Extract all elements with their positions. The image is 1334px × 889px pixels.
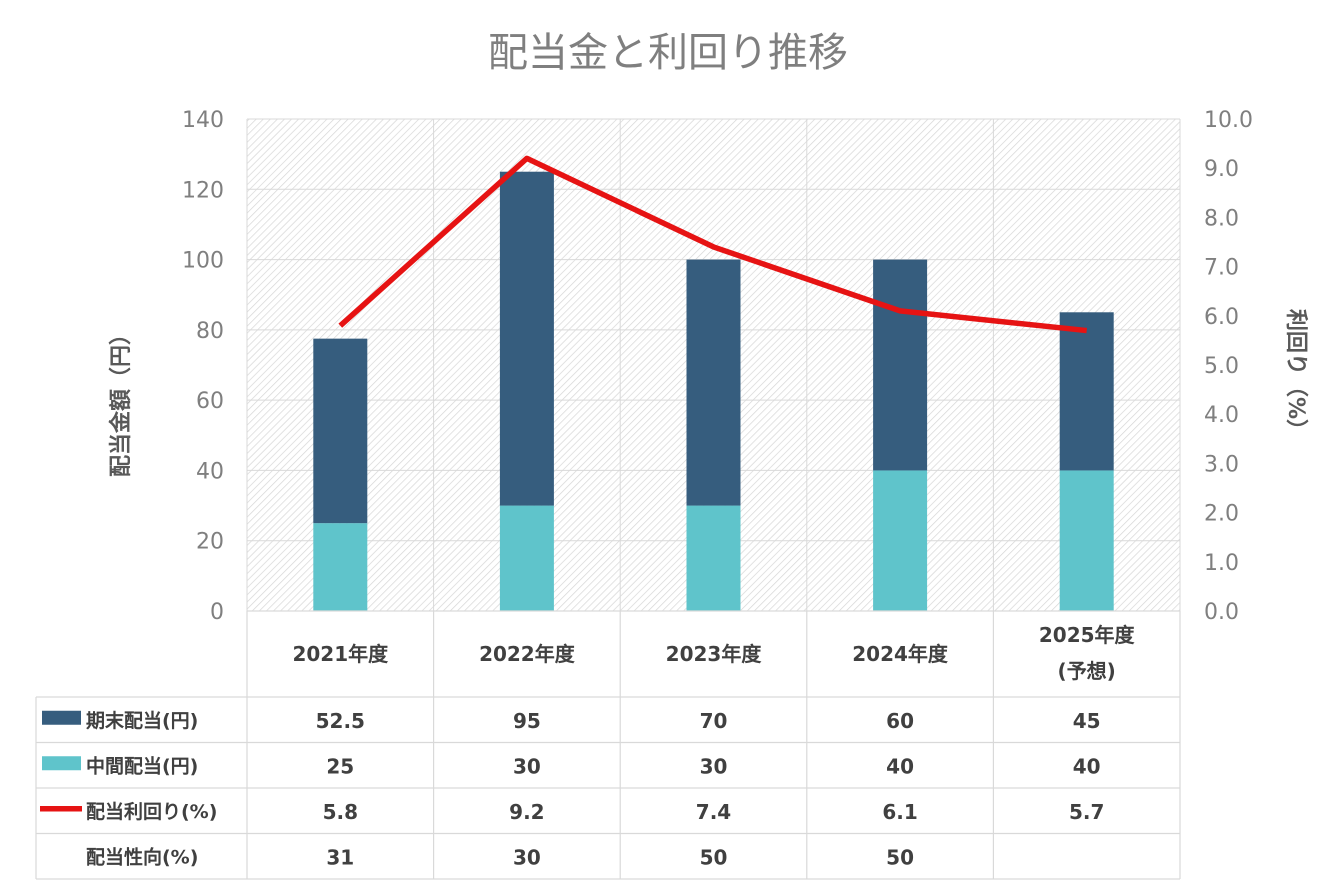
left-tick-label: 40: [196, 459, 224, 484]
right-tick-label: 2.0: [1204, 502, 1239, 527]
table-cell: 60: [886, 709, 914, 733]
right-tick-label: 10.0: [1204, 108, 1253, 133]
right-tick-label: 6.0: [1204, 305, 1239, 330]
right-tick-label: 4.0: [1204, 403, 1239, 428]
table-cell: 30: [700, 754, 728, 778]
table-cell: 30: [513, 845, 541, 869]
bar-segment: [873, 259, 928, 471]
table-cell: 30: [513, 754, 541, 778]
row-label: 中間配当(円): [86, 754, 198, 777]
right-tick-label: 7.0: [1204, 256, 1239, 281]
row-label: 期末配当(円): [86, 709, 198, 732]
right-axis-label: 利回り（%）: [1283, 309, 1308, 441]
data-table: 2021年度 2022年度 2023年度 2024年度 2025年度 (予想) 期末配当(円…: [35, 610, 1181, 880]
right-axis-ticks: 0.0 1.0 2.0 3.0 4.0 5.0 6.0 7.0 8.0 9.0 10.0: [1204, 108, 1253, 625]
table-cell: 95: [513, 709, 541, 733]
right-tick-label: 5.0: [1204, 354, 1239, 379]
category-label-sub: (予想): [1058, 659, 1116, 683]
left-tick-label: 120: [182, 178, 224, 203]
bar-segment: [1059, 470, 1114, 611]
left-axis-ticks: 0 20 40 60 80 100 120 140: [182, 108, 224, 625]
left-tick-label: 60: [196, 389, 224, 414]
legend-swatch: [42, 756, 81, 771]
left-tick-label: 80: [196, 319, 224, 344]
table-cell: 5.7: [1069, 800, 1104, 824]
left-tick-label: 140: [182, 108, 224, 133]
table-cell: 50: [700, 845, 728, 869]
table-cell: 7.4: [696, 800, 731, 824]
left-axis-label: 配当金額（円）: [108, 323, 134, 477]
table-cell: 31: [326, 845, 354, 869]
legend-swatch: [42, 710, 81, 725]
table-cell: 50: [886, 845, 914, 869]
right-tick-label: 8.0: [1204, 206, 1239, 231]
category-label: 2025年度: [1039, 623, 1136, 647]
bar-segment: [499, 171, 554, 506]
bar-segment: [873, 470, 928, 611]
right-tick-label: 9.0: [1204, 157, 1239, 182]
table-cell: 25: [326, 754, 354, 778]
right-tick-label: 0.0: [1204, 600, 1239, 625]
left-tick-label: 20: [196, 530, 224, 555]
table-cell: 52.5: [316, 709, 365, 733]
row-label: 配当性向(%): [86, 845, 198, 868]
yield-line-path: [338, 155, 1087, 334]
bars: [313, 171, 1114, 611]
chart-title: 配当金と利回り推移: [488, 30, 848, 76]
category-label: 2023年度: [666, 642, 763, 666]
bar-segment: [686, 259, 741, 506]
right-tick-label: 1.0: [1204, 551, 1239, 576]
category-label: 2021年度: [292, 642, 389, 666]
category-label: 2022年度: [479, 642, 576, 666]
right-tick-label: 3.0: [1204, 452, 1239, 477]
table-cell: 40: [886, 754, 914, 778]
bar-segment: [686, 505, 741, 611]
left-tick-label: 0: [210, 600, 224, 625]
yield-line: [338, 155, 1087, 334]
table-cell: 6.1: [882, 800, 917, 824]
table-cell: 5.8: [323, 800, 358, 824]
table-cell: 9.2: [509, 800, 544, 824]
table-cell: 70: [700, 709, 728, 733]
bar-segment: [313, 523, 368, 611]
bar-segment: [1059, 312, 1114, 471]
bar-segment: [313, 338, 368, 524]
category-label: 2024年度: [852, 642, 949, 666]
bar-segment: [499, 505, 554, 611]
table-cell: 40: [1073, 754, 1101, 778]
table-cell: 45: [1073, 709, 1101, 733]
left-tick-label: 100: [182, 249, 224, 274]
row-label: 配当利回り(%): [86, 800, 217, 823]
